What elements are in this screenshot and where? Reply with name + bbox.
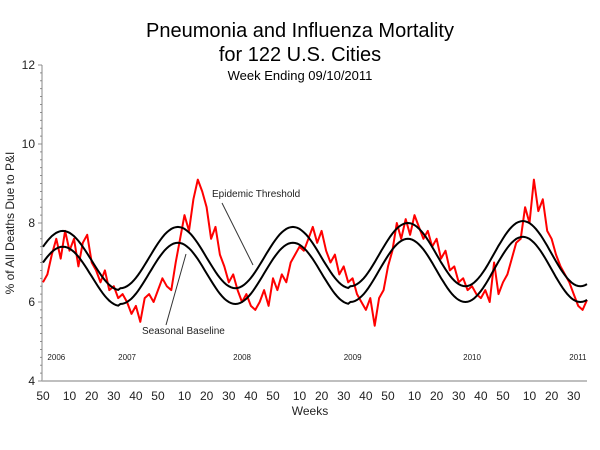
x-axis-title: Weeks (292, 404, 328, 418)
series-pi-mortality (42, 178, 588, 327)
x-tick-label: 40 (359, 389, 373, 403)
x-tick-label: 20 (315, 389, 329, 403)
chart-week-ending: Week Ending 09/10/2011 (227, 68, 373, 83)
annotation-epidemic-threshold: Epidemic Threshold (212, 189, 300, 200)
x-tick-label: 50 (496, 389, 510, 403)
chart-title: Pneumonia and Influenza Mortality (146, 20, 454, 42)
x-tick-label: 50 (381, 389, 395, 403)
year-label: 2007 (118, 353, 136, 362)
x-tick-label: 40 (474, 389, 488, 403)
x-tick-label: 10 (408, 389, 422, 403)
y-tick-label: 10 (22, 137, 36, 151)
y-tick-label: 8 (28, 216, 35, 230)
x-tick-label: 50 (151, 389, 165, 403)
annotation-seasonal-baseline: Seasonal Baseline (142, 326, 225, 337)
x-tick-label: 20 (85, 389, 99, 403)
year-label: 2010 (463, 353, 481, 362)
y-axis-title: % of All Deaths Due to P&I (3, 152, 17, 295)
labels: 4 6 8 10 12 50 10 20 30 40 50 10 20 30 40 50 10 20 30 40 50 1… (22, 58, 587, 403)
x-tick-label: 10 (523, 389, 537, 403)
x-tick-label: 20 (430, 389, 444, 403)
series-epidemic-threshold (42, 219, 588, 291)
x-tick-label: 30 (337, 389, 351, 403)
axes (38, 64, 587, 382)
x-tick-label: 10 (178, 389, 192, 403)
x-tick-label: 20 (545, 389, 559, 403)
x-tick-label: 30 (107, 389, 121, 403)
y-tick-label: 4 (28, 374, 35, 388)
chart-subtitle: for 122 U.S. Cities (218, 44, 382, 66)
y-tick-label: 6 (28, 295, 35, 309)
x-tick-label: 10 (63, 389, 77, 403)
x-tick-label: 30 (222, 389, 236, 403)
year-label: 2006 (47, 353, 65, 362)
year-label: 2009 (344, 353, 362, 362)
year-label: 2011 (569, 353, 587, 362)
x-tick-label: 50 (266, 389, 280, 403)
x-tick-label: 40 (129, 389, 143, 403)
x-tick-label: 20 (200, 389, 214, 403)
series-seasonal-baseline (42, 235, 588, 307)
y-tick-label: 12 (22, 58, 36, 72)
curves (42, 178, 588, 327)
year-label: 2008 (233, 353, 251, 362)
annotation-arrow-threshold (221, 202, 254, 266)
annotation-arrow-baseline (165, 253, 187, 326)
x-tick-label: 10 (293, 389, 307, 403)
x-tick-label: 50 (36, 389, 50, 403)
x-tick-label: 30 (452, 389, 466, 403)
x-tick-label: 40 (244, 389, 258, 403)
x-tick-label: 30 (567, 389, 581, 403)
